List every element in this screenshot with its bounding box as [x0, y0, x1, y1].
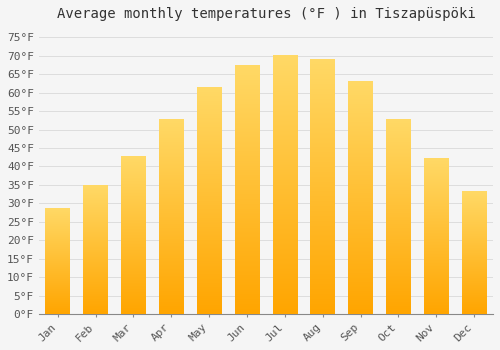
- Title: Average monthly temperatures (°F ) in Tiszapüspöki: Average monthly temperatures (°F ) in Ti…: [56, 7, 476, 21]
